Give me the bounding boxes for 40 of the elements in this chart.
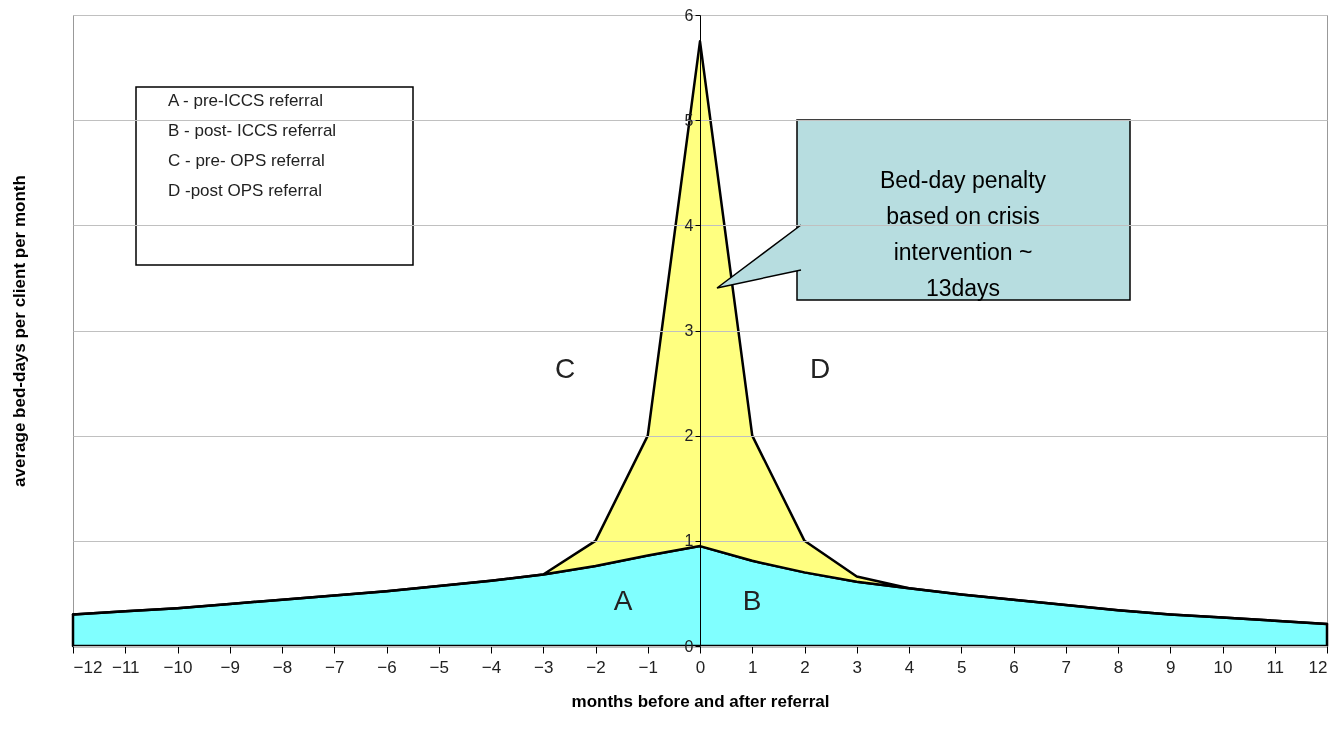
x-tick-label: 10 [1213, 657, 1233, 677]
annotation: A [613, 585, 633, 616]
x-tick-label: 1 [748, 657, 758, 677]
y-tick-label: 2 [684, 427, 694, 445]
x-tick-label: −10 [163, 657, 193, 677]
x-tick-label: −8 [272, 657, 293, 677]
annotation: C - pre- OPS referral [168, 151, 325, 170]
x-tick-label: 3 [852, 657, 862, 677]
y-axis-title: average bed-days per client per month [9, 175, 29, 487]
x-tick-label: −4 [481, 657, 502, 677]
annotation: D [809, 353, 831, 384]
x-tick-label: −11 [111, 657, 140, 677]
x-tick-label: −12 [73, 657, 103, 677]
x-tick-label: 5 [957, 657, 967, 677]
annotation: A - pre-ICCS referral [168, 91, 323, 110]
x-tick-label: 6 [1009, 657, 1019, 677]
y-tick-label: 6 [684, 6, 694, 24]
x-tick-label: −3 [534, 657, 554, 677]
y-tick-label: 5 [684, 111, 694, 129]
x-tick-label: 8 [1113, 657, 1124, 677]
x-tick-label: −2 [586, 657, 606, 677]
y-tick-label: 1 [684, 532, 694, 550]
x-tick-label: −9 [220, 657, 240, 677]
x-tick-label: −7 [325, 657, 345, 677]
x-tick-label: 12 [1308, 657, 1328, 677]
x-tick-label: −1 [638, 657, 658, 677]
annotation: C [554, 353, 576, 384]
x-tick-label: −5 [429, 657, 449, 677]
x-tick-label: 2 [800, 657, 810, 677]
y-tick-label: 3 [684, 322, 694, 339]
x-tick-label: 11 [1266, 657, 1285, 677]
x-tick-label: 4 [904, 657, 915, 677]
x-tick-label: −6 [377, 657, 397, 677]
annotation: B [742, 585, 762, 616]
x-tick-label: 7 [1061, 657, 1071, 677]
x-tick-label: 9 [1166, 657, 1176, 677]
y-tick-label: 4 [684, 216, 694, 234]
x-axis-title: months before and after referral [571, 691, 830, 711]
annotation: D -post OPS referral [168, 181, 322, 200]
annotation: B - post- ICCS referral [168, 121, 337, 140]
